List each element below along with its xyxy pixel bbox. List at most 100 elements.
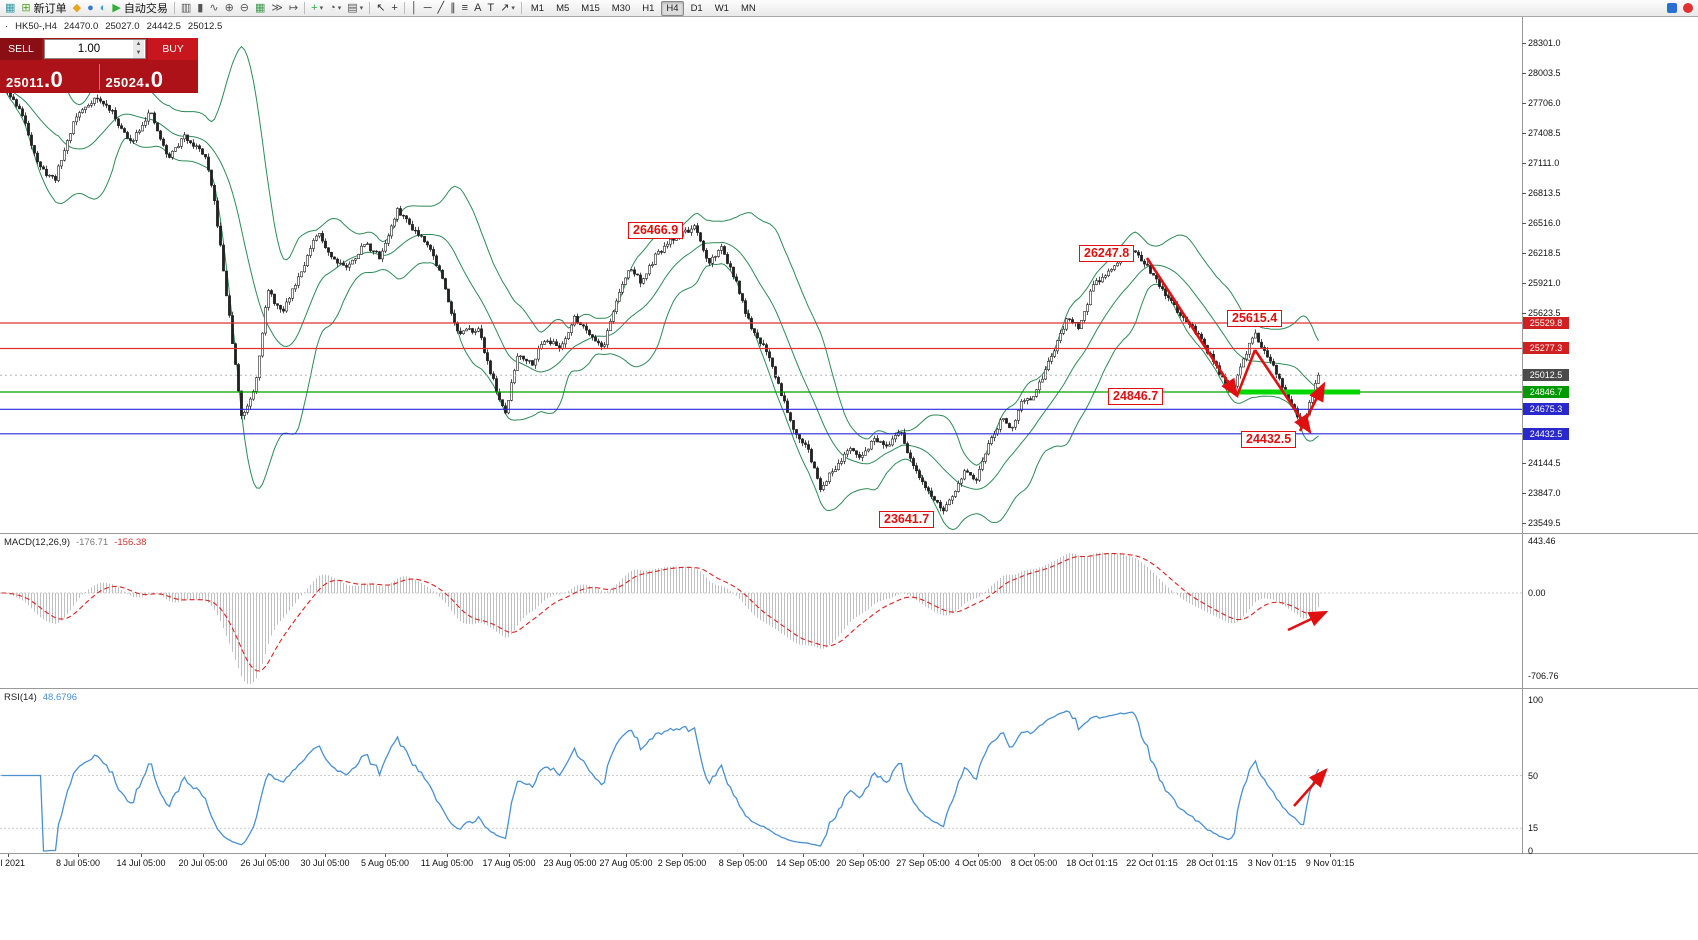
templates-icon[interactable]: ▤ ▾	[344, 1, 366, 16]
price-axis-tick: 26218.5	[1528, 248, 1561, 259]
price-axis-tick: 27408.5	[1528, 128, 1561, 139]
text-label-icon[interactable]: T	[484, 1, 497, 16]
fibonacci-icon: ≡	[461, 1, 469, 14]
vertical-line-icon[interactable]: │	[408, 1, 421, 16]
macd-indicator-panel[interactable]	[0, 533, 1522, 688]
zoom-in-icon[interactable]: ⊕	[222, 1, 237, 16]
mql5-icon[interactable]	[1667, 3, 1677, 13]
time-axis-tickmark	[1152, 854, 1153, 857]
community-icon[interactable]: ●	[84, 1, 97, 16]
price-axis-separator	[1522, 17, 1523, 853]
rsi-axis-tick: 50	[1528, 770, 1539, 781]
macd-axis-tick: 443.46	[1528, 535, 1556, 546]
time-axis-label: Jul 2021	[0, 858, 26, 868]
price-annotation-flag[interactable]: 24432.5	[1241, 431, 1297, 448]
macd-axis-tick: 0.00	[1528, 588, 1546, 598]
time-axis-separator	[0, 853, 1698, 854]
time-axis-label: 8 Oct 05:00	[1010, 858, 1058, 868]
equidistant-channel-icon: ∥	[450, 1, 456, 14]
arrows-icon[interactable]: ↗ ▾	[497, 1, 518, 16]
time-axis-label: 8 Jul 05:00	[55, 858, 101, 868]
compass-icon[interactable]: ◆	[70, 1, 84, 16]
rsi-name: RSI(14)	[4, 692, 37, 703]
price-annotation-flag[interactable]: 26247.8	[1079, 245, 1135, 262]
volume-input[interactable]	[45, 40, 145, 58]
new-order-button-label: 新订单	[33, 3, 67, 15]
fibonacci-icon[interactable]: ≡	[459, 1, 471, 16]
crosshair-icon[interactable]: +	[388, 1, 400, 16]
trendline-icon: ╱	[437, 1, 445, 14]
zoom-out-icon[interactable]: ⊖	[237, 1, 252, 16]
timeframe-button-h1[interactable]: H1	[637, 1, 659, 16]
timeframe-button-w1[interactable]: W1	[710, 1, 734, 16]
price-tag: 24846.7	[1523, 385, 1569, 398]
time-axis-label: 17 Aug 05:00	[482, 858, 536, 868]
timeframe-button-m30[interactable]: M30	[607, 1, 635, 16]
time-axis-label: 20 Sep 05:00	[836, 858, 890, 868]
crosshair-icon: +	[391, 1, 398, 14]
price-annotation-flag[interactable]: 23641.7	[879, 511, 935, 528]
symbol-info-bar: · HK50-,H4 24470.0 25027.0 24442.5 25012…	[5, 21, 222, 32]
candlestick-chart-icon[interactable]: ▮	[194, 1, 206, 16]
line-chart-icon: ∿	[209, 1, 219, 14]
time-axis-tickmark	[978, 854, 979, 857]
price-annotation-flag[interactable]: 26466.9	[628, 222, 684, 239]
horizontal-line-icon[interactable]: ─	[421, 1, 435, 16]
price-annotation-flag[interactable]: 24846.7	[1108, 388, 1164, 405]
auto-scroll-icon[interactable]: ≫	[268, 1, 286, 16]
time-axis-tickmark	[743, 854, 744, 857]
line-chart-icon[interactable]: ∿	[206, 1, 221, 16]
time-axis-tickmark	[570, 854, 571, 857]
macd-panel-separator[interactable]	[0, 533, 1698, 534]
symbol-name: HK50-,H4	[15, 21, 57, 32]
price-axis-tickmark	[1522, 253, 1526, 254]
rsi-panel-separator[interactable]	[0, 688, 1698, 689]
timeframe-button-m5[interactable]: M5	[551, 1, 574, 16]
sell-button[interactable]: SELL	[0, 38, 42, 60]
timeframe-button-h4[interactable]: H4	[661, 0, 684, 16]
price-annotation-flag[interactable]: 25615.4	[1227, 310, 1283, 327]
periods-icon[interactable]: ◔ ▾	[326, 1, 344, 16]
rsi-indicator-panel[interactable]	[0, 688, 1522, 853]
time-axis-label: 30 Jul 05:00	[300, 858, 350, 868]
time-axis-label: 9 Nov 01:15	[1305, 858, 1355, 868]
time-axis-label: 20 Jul 05:00	[178, 858, 228, 868]
bar-chart-icon[interactable]: ▥	[178, 1, 194, 16]
volume-decrease-button[interactable]: ▼	[133, 49, 144, 58]
buy-price: 25024.0	[105, 69, 193, 91]
autotrading-button[interactable]: ▶ 自动交易	[109, 1, 170, 16]
cursor-icon[interactable]: ↖	[373, 1, 388, 16]
time-axis-label: 5 Aug 05:00	[360, 858, 410, 868]
text-icon: A	[474, 1, 482, 14]
time-axis-tickmark	[203, 854, 204, 857]
time-axis-tickmark	[141, 854, 142, 857]
buy-button[interactable]: BUY	[148, 38, 198, 60]
indicators-icon[interactable]: + ▾	[308, 1, 326, 16]
time-axis[interactable]: Jul 2021 8 Jul 05:00 14 Jul 05:00 20 Jul 05…	[0, 854, 1698, 870]
timeframe-button-d1[interactable]: D1	[686, 1, 708, 16]
price-axis-tickmark	[1522, 223, 1526, 224]
arrows-icon: ↗	[500, 1, 510, 14]
text-icon[interactable]: A	[471, 1, 484, 16]
new-order-button[interactable]: ⊞ 新订单	[18, 1, 69, 16]
trendline-icon[interactable]: ╱	[435, 1, 448, 16]
time-axis-tickmark	[447, 854, 448, 857]
tile-windows-icon[interactable]: ▦	[252, 1, 268, 16]
timeframe-button-m1[interactable]: M1	[526, 1, 549, 16]
chart-shift-icon: ↦	[288, 1, 299, 14]
time-axis-label: 14 Sep 05:00	[776, 858, 830, 868]
time-axis-tickmark	[803, 854, 804, 857]
timeframe-button-mn[interactable]: MN	[736, 1, 761, 16]
volume-increase-button[interactable]: ▲	[133, 40, 144, 49]
market-watch-icon[interactable]: ◐	[97, 1, 110, 16]
main-price-chart[interactable]	[0, 17, 1522, 533]
chevron-down-icon: ▾	[337, 5, 342, 12]
equidistant-channel-icon[interactable]: ∥	[447, 1, 459, 16]
chart-shift-icon[interactable]: ↦	[286, 1, 301, 16]
chart-window-icon[interactable]: ▦	[2, 1, 18, 16]
record-icon[interactable]	[1683, 3, 1693, 13]
buy-price-main: 25024	[105, 75, 145, 90]
timeframe-button-m15[interactable]: M15	[576, 1, 604, 16]
bar-chart-icon: ▥	[180, 1, 192, 14]
bar-open-value: 24470.0	[63, 21, 99, 32]
